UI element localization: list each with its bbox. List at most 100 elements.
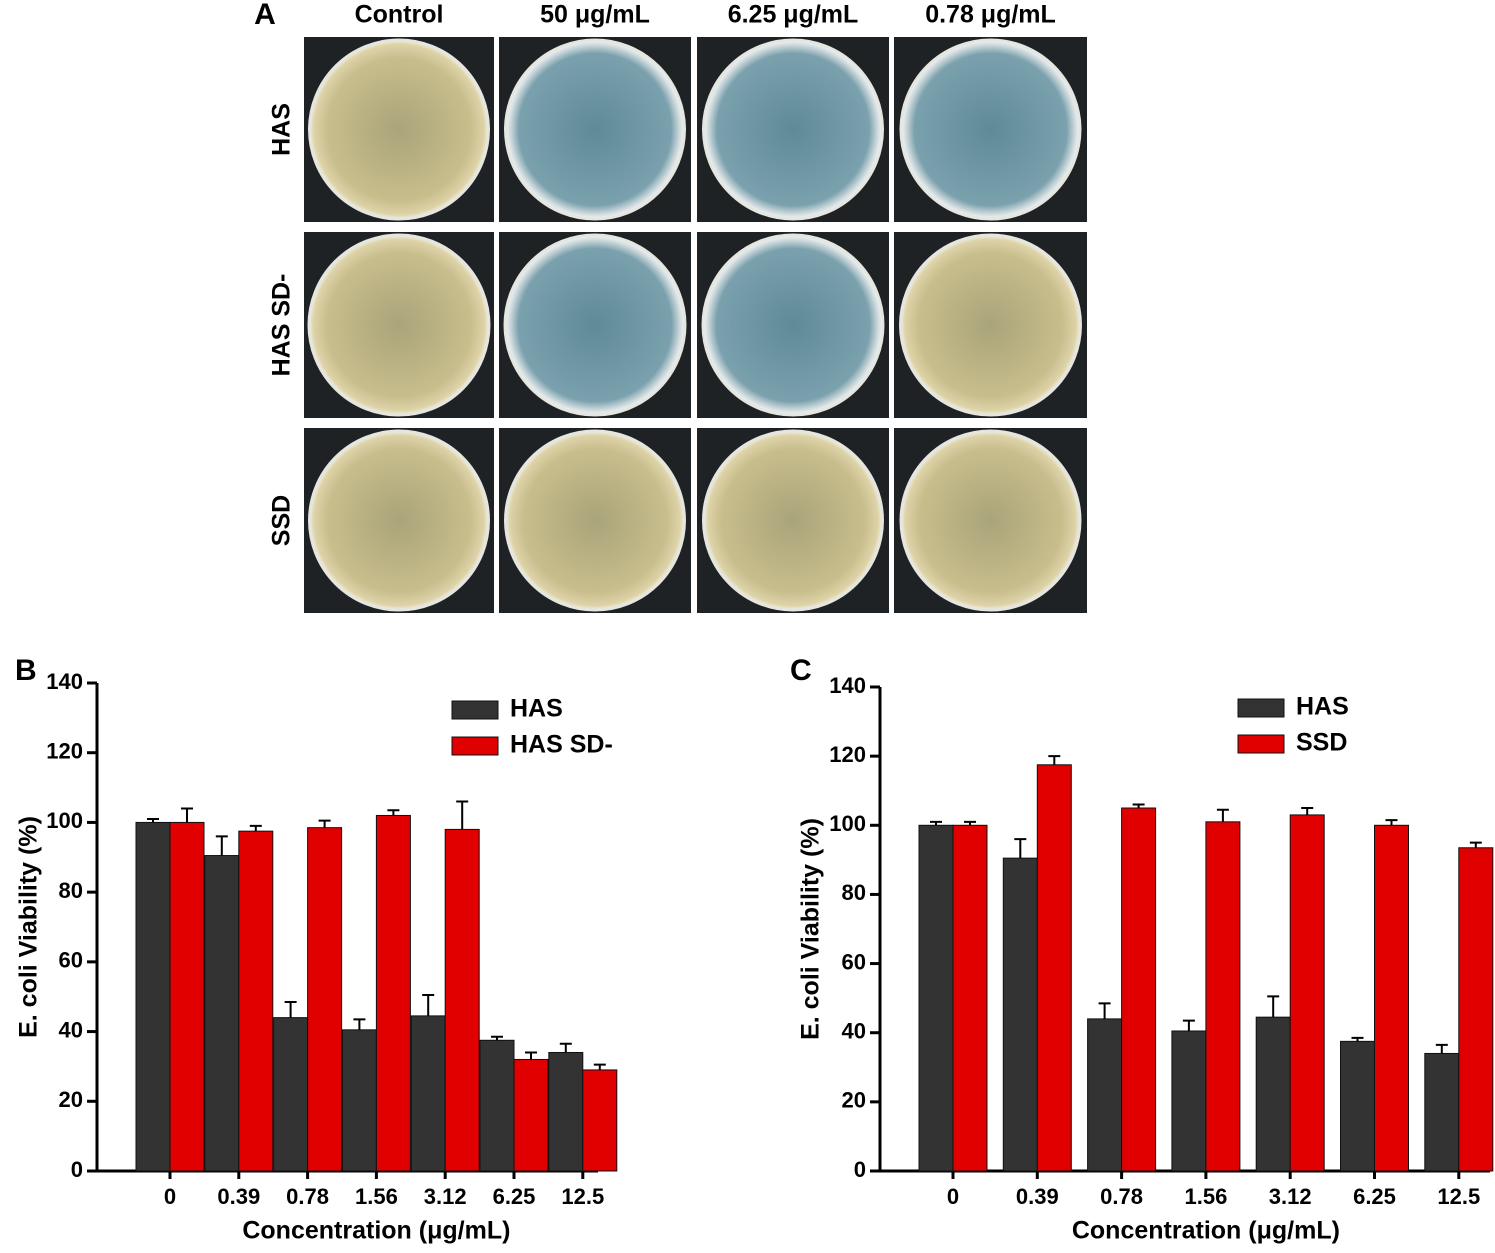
y-tick-label: 80 xyxy=(842,880,866,905)
y-tick-label: 60 xyxy=(59,948,83,973)
bar xyxy=(479,1039,515,1172)
petri-dish xyxy=(504,429,686,612)
legend-label: HAS xyxy=(1296,693,1349,721)
error-bar xyxy=(456,800,469,830)
x-tick-label: 0.39 xyxy=(217,1184,260,1209)
legend-swatch xyxy=(1237,734,1285,754)
bar xyxy=(341,1029,377,1172)
x-tick-label: 3.12 xyxy=(1269,1184,1312,1209)
panel-label: A xyxy=(254,0,276,31)
error-bar xyxy=(930,820,942,826)
x-tick-label: 1.56 xyxy=(355,1184,398,1209)
x-tick-label: 6.25 xyxy=(493,1184,536,1209)
bar xyxy=(1002,857,1038,1172)
error-bar xyxy=(964,820,976,826)
error-bar xyxy=(593,1063,606,1070)
x-axis-title: Concentration (μg/mL) xyxy=(242,1217,510,1245)
x-axis-title: Concentration (μg/mL) xyxy=(1072,1217,1340,1245)
error-bar xyxy=(1435,1043,1448,1054)
bar xyxy=(1374,824,1409,1172)
error-bar xyxy=(1216,808,1229,822)
error-bar xyxy=(1351,1036,1364,1042)
y-tick-label: 100 xyxy=(46,808,83,833)
legend-label: HAS xyxy=(510,695,563,723)
bar xyxy=(1289,814,1325,1172)
y-tick-label: 40 xyxy=(59,1017,83,1042)
error-bar xyxy=(491,1035,503,1041)
petri-dish xyxy=(503,233,687,417)
bar xyxy=(410,1015,446,1172)
bar xyxy=(1205,821,1241,1172)
error-bar xyxy=(1014,838,1027,859)
error-bar xyxy=(353,1018,366,1030)
panel-label: C xyxy=(790,654,812,687)
error-bar xyxy=(1182,1019,1195,1031)
y-tick-label: 100 xyxy=(829,811,866,836)
y-axis-title: E. coli Viability (%) xyxy=(15,816,43,1038)
x-tick-label: 12.5 xyxy=(561,1184,604,1209)
error-bar xyxy=(1385,819,1398,826)
x-tick-label: 1.56 xyxy=(1184,1184,1227,1209)
error-bar xyxy=(318,819,331,828)
column-label: Control xyxy=(355,1,444,29)
error-bar xyxy=(181,807,193,823)
legend-swatch xyxy=(451,700,499,720)
petri-dish xyxy=(702,38,884,221)
petri-dish xyxy=(308,38,490,221)
bar xyxy=(918,824,954,1172)
petri-dish xyxy=(308,429,490,612)
x-tick-label: 0 xyxy=(947,1184,959,1209)
x-tick-label: 3.12 xyxy=(424,1184,467,1209)
error-bar xyxy=(1098,1002,1111,1019)
bar xyxy=(238,830,274,1172)
bar xyxy=(952,824,988,1172)
x-tick-label: 0.78 xyxy=(286,1184,329,1209)
bar xyxy=(375,814,411,1172)
bar xyxy=(1121,807,1157,1172)
error-bar xyxy=(1301,807,1314,815)
bar xyxy=(1424,1052,1460,1172)
error-bar xyxy=(1132,803,1145,808)
error-bar xyxy=(249,824,262,832)
error-bar xyxy=(1267,995,1280,1018)
error-bar xyxy=(1048,755,1061,765)
y-tick-label: 120 xyxy=(829,742,866,767)
error-bar xyxy=(147,817,159,823)
y-axis-title: E. coli Viability (%) xyxy=(797,818,825,1040)
error-bar xyxy=(559,1042,572,1053)
error-bar xyxy=(422,993,435,1016)
y-tick-label: 60 xyxy=(842,949,866,974)
error-bar xyxy=(387,809,400,816)
y-tick-label: 20 xyxy=(842,1088,866,1113)
y-tick-label: 0 xyxy=(71,1157,83,1182)
bar xyxy=(307,827,343,1172)
bar xyxy=(444,828,480,1172)
column-label: 0.78 μg/mL xyxy=(925,1,1056,29)
x-tick-label: 0.39 xyxy=(1016,1184,1059,1209)
panel-label: B xyxy=(15,654,37,687)
y-tick-label: 80 xyxy=(59,878,83,903)
petri-dish xyxy=(504,38,686,221)
bar xyxy=(169,821,205,1172)
bar xyxy=(1458,847,1494,1172)
x-tick-label: 6.25 xyxy=(1353,1184,1396,1209)
bar xyxy=(204,855,240,1172)
bar xyxy=(513,1058,549,1172)
row-label: HAS SD- xyxy=(268,274,296,377)
bar xyxy=(135,821,171,1172)
error-bar xyxy=(1469,841,1482,848)
bar xyxy=(1036,764,1072,1172)
error-bar xyxy=(215,835,228,856)
legend-label: SSD xyxy=(1296,729,1347,757)
y-tick-label: 0 xyxy=(854,1157,866,1182)
row-label: HAS xyxy=(268,103,296,156)
bar xyxy=(1340,1040,1375,1172)
legend-swatch xyxy=(451,736,499,756)
legend-label: HAS SD- xyxy=(510,731,613,759)
legend-swatch xyxy=(1237,698,1285,718)
x-tick-label: 0.78 xyxy=(1100,1184,1143,1209)
bar xyxy=(1171,1030,1207,1172)
y-tick-label: 40 xyxy=(842,1019,866,1044)
column-label: 6.25 μg/mL xyxy=(728,1,859,29)
